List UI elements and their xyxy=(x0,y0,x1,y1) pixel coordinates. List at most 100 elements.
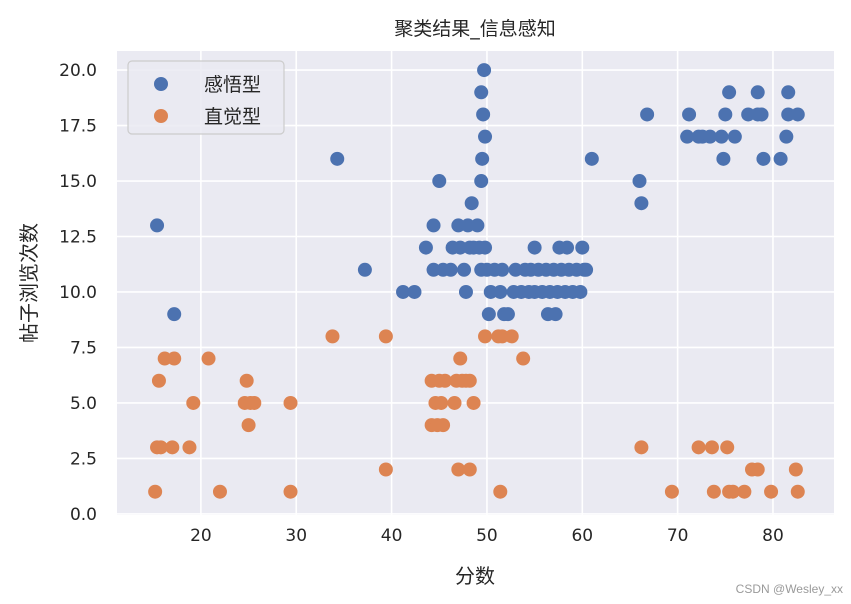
data-point xyxy=(640,107,655,122)
data-point xyxy=(443,262,458,277)
x-tick-label: 60 xyxy=(571,526,593,546)
x-axis-ticks: 20 30 40 50 60 70 80 xyxy=(190,526,784,546)
data-point xyxy=(754,107,769,122)
data-point xyxy=(575,240,590,255)
data-point xyxy=(447,395,462,410)
y-tick-label: 17.5 xyxy=(59,117,97,137)
data-point xyxy=(750,85,765,100)
data-point xyxy=(500,307,515,322)
data-point xyxy=(720,440,735,455)
y-tick-label: 0.0 xyxy=(70,505,97,525)
data-point xyxy=(378,462,393,477)
data-point xyxy=(493,284,508,299)
data-point xyxy=(634,440,649,455)
y-axis-ticks: 0.0 2.5 5.0 7.5 10.0 12.5 15.0 17.5 20.0 xyxy=(59,61,97,525)
data-point xyxy=(434,395,449,410)
x-tick-label: 40 xyxy=(381,526,403,546)
data-point xyxy=(201,351,216,366)
x-tick-label: 70 xyxy=(667,526,689,546)
data-point xyxy=(165,440,180,455)
data-point xyxy=(426,218,441,233)
data-point xyxy=(153,440,168,455)
data-point xyxy=(716,151,731,166)
data-point xyxy=(718,107,733,122)
data-point xyxy=(241,418,256,433)
data-point xyxy=(632,174,647,189)
data-point xyxy=(478,329,493,344)
data-point xyxy=(396,284,411,299)
data-point xyxy=(779,129,794,144)
data-point xyxy=(664,484,679,499)
data-point xyxy=(476,107,491,122)
data-point xyxy=(462,373,477,388)
data-point xyxy=(722,85,737,100)
data-point xyxy=(453,351,468,366)
data-point xyxy=(764,484,779,499)
data-point xyxy=(436,418,451,433)
legend: 感悟型 直觉型 xyxy=(127,60,285,135)
data-point xyxy=(790,107,805,122)
data-point xyxy=(470,218,485,233)
data-point xyxy=(680,129,695,144)
data-point xyxy=(407,284,422,299)
legend-label: 直觉型 xyxy=(204,106,261,128)
data-point xyxy=(148,484,163,499)
data-point xyxy=(283,395,298,410)
data-point xyxy=(167,351,182,366)
legend-marker-感悟型 xyxy=(154,77,168,91)
data-point xyxy=(504,329,519,344)
data-point xyxy=(150,218,165,233)
data-point xyxy=(464,196,479,211)
data-point xyxy=(457,262,472,277)
legend-marker-直觉型 xyxy=(154,109,168,123)
data-point xyxy=(378,329,393,344)
data-point xyxy=(516,351,531,366)
watermark: CSDN @Wesley_xx xyxy=(735,582,843,596)
data-point xyxy=(493,484,508,499)
data-point xyxy=(247,395,262,410)
data-point xyxy=(706,484,721,499)
x-tick-label: 20 xyxy=(190,526,212,546)
data-point xyxy=(725,484,740,499)
data-point xyxy=(283,484,298,499)
data-point xyxy=(451,462,466,477)
data-point xyxy=(704,440,719,455)
data-point xyxy=(437,373,452,388)
data-point xyxy=(151,373,166,388)
data-point xyxy=(790,484,805,499)
chart-title: 聚类结果_信息感知 xyxy=(394,18,556,40)
data-point xyxy=(481,307,496,322)
data-point xyxy=(167,307,182,322)
data-point xyxy=(548,307,563,322)
data-point xyxy=(527,240,542,255)
y-tick-label: 20.0 xyxy=(59,61,97,81)
data-point xyxy=(634,196,649,211)
data-point xyxy=(560,240,575,255)
data-point xyxy=(756,151,771,166)
data-point xyxy=(727,129,742,144)
data-points xyxy=(148,63,805,499)
data-point xyxy=(186,395,201,410)
data-point xyxy=(573,284,588,299)
data-point xyxy=(682,107,697,122)
y-tick-label: 2.5 xyxy=(70,449,97,469)
data-point xyxy=(714,129,729,144)
data-point xyxy=(477,63,492,78)
data-point xyxy=(691,440,706,455)
data-point xyxy=(239,373,254,388)
data-point xyxy=(478,129,493,144)
data-point xyxy=(466,395,481,410)
data-point xyxy=(474,85,489,100)
x-tick-label: 80 xyxy=(762,526,784,546)
data-point xyxy=(325,329,340,344)
legend-label: 感悟型 xyxy=(204,74,261,96)
data-point xyxy=(462,462,477,477)
data-point xyxy=(750,462,765,477)
y-axis-label: 帖子浏览次数 xyxy=(17,223,41,343)
data-point xyxy=(458,284,473,299)
data-point xyxy=(788,462,803,477)
data-point xyxy=(495,262,510,277)
data-point xyxy=(212,484,227,499)
data-point xyxy=(703,129,718,144)
